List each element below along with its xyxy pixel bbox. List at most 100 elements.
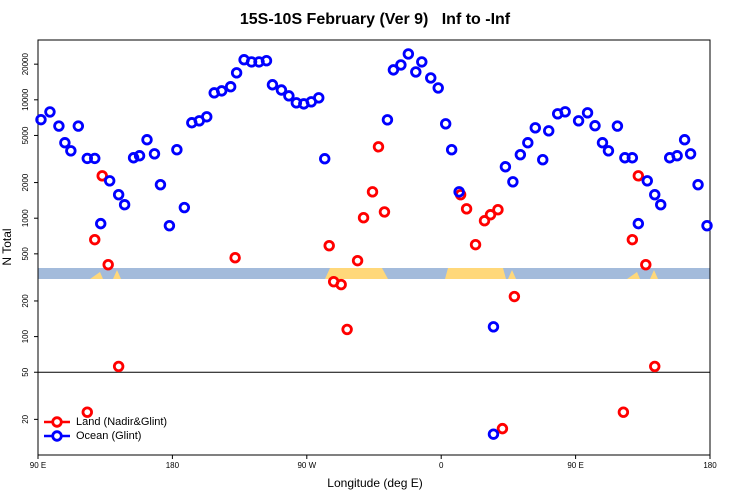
x-tick-label: 180 xyxy=(703,461,717,470)
data-point xyxy=(44,106,56,118)
data-point xyxy=(95,217,107,230)
y-axis-label: N Total xyxy=(0,228,14,265)
data-point xyxy=(351,254,364,267)
data-point xyxy=(522,137,534,149)
data-point xyxy=(266,79,279,91)
data-point xyxy=(514,148,527,161)
data-point xyxy=(387,64,400,76)
data-point xyxy=(201,111,213,123)
data-point xyxy=(372,141,385,153)
data-point xyxy=(469,238,482,251)
data-point xyxy=(229,251,241,264)
data-point xyxy=(53,120,65,132)
data-point xyxy=(283,90,295,102)
data-point xyxy=(112,360,125,373)
data-point xyxy=(65,145,77,157)
data-point xyxy=(508,290,521,303)
data-point xyxy=(559,106,571,118)
data-point xyxy=(215,85,228,97)
data-point xyxy=(127,152,140,164)
y-tick-label: 20 xyxy=(21,414,30,423)
x-tick-label: 0 xyxy=(439,461,444,470)
data-point xyxy=(581,107,594,119)
data-point xyxy=(118,199,131,211)
data-point xyxy=(487,321,500,333)
legend-marker xyxy=(51,416,63,428)
x-tick-label: 90 W xyxy=(297,461,316,470)
data-point xyxy=(640,258,652,271)
data-point xyxy=(72,120,85,132)
data-point xyxy=(492,203,504,216)
x-tick-label: 180 xyxy=(166,461,180,470)
data-point xyxy=(626,152,639,164)
data-point xyxy=(163,219,176,232)
land-patch xyxy=(325,268,388,279)
data-point xyxy=(678,134,691,146)
data-point xyxy=(103,175,116,187)
data-point xyxy=(655,199,667,211)
plot-frame xyxy=(37,39,711,456)
legend-label: Ocean (Glint) xyxy=(76,430,141,442)
data-point xyxy=(35,113,47,126)
data-point xyxy=(692,178,704,191)
data-point xyxy=(381,114,394,126)
data-point xyxy=(89,233,101,246)
data-point xyxy=(453,186,465,198)
y-tick-label: 200 xyxy=(21,294,30,308)
data-point xyxy=(230,67,243,79)
data-point xyxy=(141,134,153,146)
y-tick-label: 500 xyxy=(21,247,30,261)
data-point xyxy=(102,258,114,271)
data-point xyxy=(81,406,93,418)
y-tick-label: 50 xyxy=(21,367,30,376)
data-point xyxy=(148,148,161,160)
data-point xyxy=(632,170,645,182)
data-point xyxy=(341,323,353,336)
data-point xyxy=(402,48,415,60)
data-point xyxy=(425,72,437,84)
data-point xyxy=(178,201,191,214)
data-point xyxy=(378,206,391,218)
data-point xyxy=(484,209,497,221)
data-point xyxy=(460,203,473,215)
land-patch xyxy=(508,270,516,279)
data-point xyxy=(496,422,509,435)
chart-title: 15S-10S February (Ver 9) Inf to -Inf xyxy=(240,11,511,28)
y-tick-label: 10000 xyxy=(21,88,30,111)
data-point xyxy=(224,81,237,93)
land-patch xyxy=(627,272,640,279)
y-tick-label: 2000 xyxy=(21,173,30,191)
data-point xyxy=(507,176,519,188)
data-point xyxy=(335,278,347,291)
legend-marker xyxy=(51,430,63,442)
data-point xyxy=(112,188,125,201)
data-point xyxy=(649,360,661,373)
data-point xyxy=(611,120,624,132)
data-point xyxy=(357,211,370,224)
data-point xyxy=(171,143,183,156)
data-point xyxy=(96,170,108,182)
data-point xyxy=(589,120,601,132)
y-tick-label: 1000 xyxy=(21,209,30,227)
data-point xyxy=(626,233,639,246)
data-point xyxy=(499,161,512,173)
x-axis-label: Longitude (deg E) xyxy=(327,476,422,490)
data-point xyxy=(133,150,146,162)
data-point xyxy=(275,84,288,96)
land-patch xyxy=(90,272,103,279)
data-point xyxy=(529,122,541,134)
data-point xyxy=(617,406,630,418)
data-point xyxy=(89,152,101,165)
data-point xyxy=(432,82,444,94)
y-tick-label: 5000 xyxy=(21,126,30,144)
data-point xyxy=(649,188,661,201)
y-tick-label: 100 xyxy=(21,329,30,343)
data-point xyxy=(154,178,167,191)
data-point xyxy=(602,145,615,157)
y-tick-label: 20000 xyxy=(21,52,30,75)
data-point xyxy=(366,186,379,198)
data-point xyxy=(671,150,683,162)
data-point xyxy=(543,125,555,137)
data-point xyxy=(487,428,500,440)
